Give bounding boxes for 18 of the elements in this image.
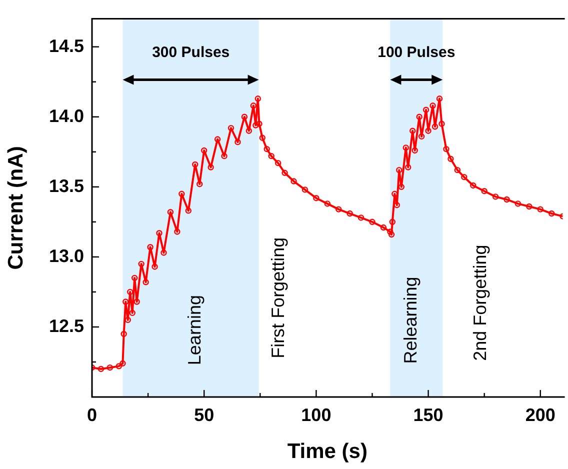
x-axis-title: Time (s) <box>287 440 368 464</box>
x-tick-label: 200 <box>525 404 556 425</box>
x-tick-label: 150 <box>413 404 444 425</box>
annotation: Relearning <box>400 276 421 364</box>
y-axis-title: Current (nA) <box>4 146 28 270</box>
x-tick-label: 100 <box>301 404 332 425</box>
x-tick-label: 0 <box>86 404 98 425</box>
y-tick-label: 14.5 <box>48 36 84 56</box>
annotation: 100 Pulses <box>378 44 456 61</box>
annotation: 2nd Forgetting <box>470 244 490 361</box>
y-tick-label: 13.5 <box>48 176 84 196</box>
annotation: 300 Pulses <box>152 44 230 61</box>
annotation: First Forgetting <box>268 237 288 358</box>
y-tick-label: 14.0 <box>48 106 84 126</box>
x-tick-label: 50 <box>194 404 214 425</box>
y-tick-label: 13.0 <box>48 246 84 266</box>
annotation: Learning <box>184 295 205 366</box>
y-tick-label: 12.5 <box>48 316 84 336</box>
